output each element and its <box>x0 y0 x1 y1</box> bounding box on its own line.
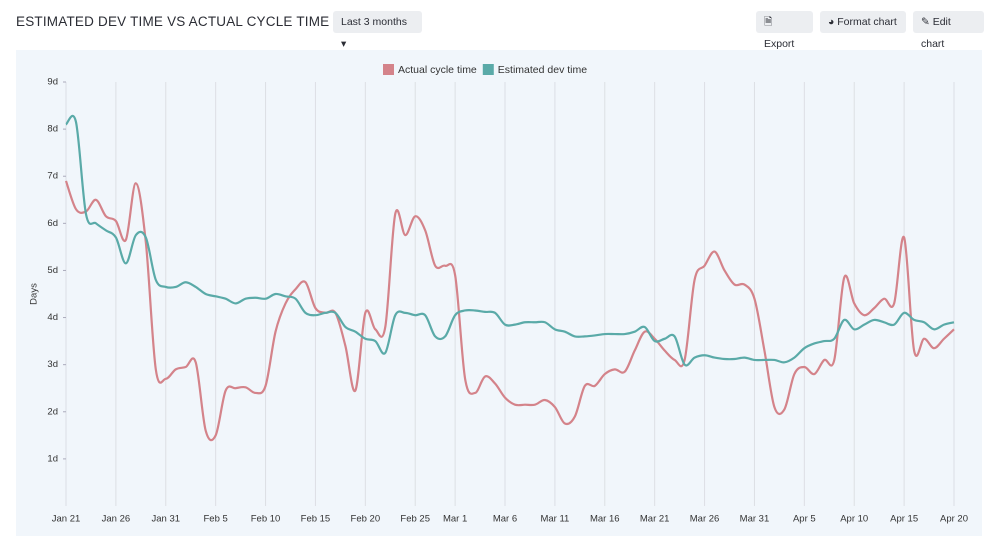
x-tick-label: Apr 20 <box>940 514 968 525</box>
x-tick-label: Feb 20 <box>351 514 381 525</box>
legend-swatch <box>383 64 394 75</box>
range-dropdown[interactable]: Last 3 months ▾ <box>333 11 422 50</box>
x-tick-label: Mar 21 <box>640 514 670 525</box>
y-tick-label: 2d <box>47 406 58 417</box>
button-label: Export <box>764 38 795 50</box>
y-tick-label: 4d <box>47 312 58 323</box>
legend-swatch <box>482 64 494 75</box>
format-button[interactable]: ◕ Format chart <box>820 11 906 33</box>
series-line <box>64 180 955 442</box>
y-axis-label: Days <box>29 283 40 305</box>
page-title: ESTIMATED DEV TIME VS ACTUAL CYCLE TIME <box>16 14 330 29</box>
button-label: Format chart <box>837 16 897 28</box>
x-tick-label: Apr 10 <box>840 514 868 525</box>
y-tick-label: 5d <box>47 265 58 276</box>
x-tick-label: Feb 25 <box>400 514 430 525</box>
x-tick-label: Mar 16 <box>590 514 620 525</box>
series-line <box>65 114 955 367</box>
edit-button[interactable]: ✎ Edit chart <box>913 11 984 50</box>
y-tick-label: 3d <box>47 359 58 370</box>
export-button[interactable]: 🗎 Export <box>756 11 813 50</box>
y-tick-label: 6d <box>47 218 58 229</box>
legend-label: Estimated dev time <box>498 64 587 76</box>
legend-label: Actual cycle time <box>398 64 477 76</box>
chart-panel <box>16 50 982 536</box>
x-tick-label: Feb 15 <box>301 514 331 525</box>
x-tick-label: Mar 1 <box>443 514 467 525</box>
range-label: Last 3 months <box>341 16 407 28</box>
x-tick-label: Mar 11 <box>540 514 569 525</box>
x-tick-label: Mar 31 <box>740 514 770 525</box>
button-label: Edit chart <box>921 16 951 50</box>
x-tick-label: Jan 31 <box>152 514 181 525</box>
x-tick-label: Feb 5 <box>204 514 228 525</box>
x-tick-label: Mar 6 <box>493 514 517 525</box>
x-tick-label: Feb 10 <box>251 514 281 525</box>
y-tick-label: 1d <box>47 453 58 464</box>
x-tick-label: Apr 5 <box>793 514 816 525</box>
y-tick-label: 7d <box>47 171 58 182</box>
y-tick-label: 8d <box>47 124 58 135</box>
y-tick-label: 9d <box>47 77 58 88</box>
x-tick-label: Jan 26 <box>102 514 131 525</box>
x-tick-label: Mar 26 <box>690 514 720 525</box>
x-tick-label: Apr 15 <box>890 514 918 525</box>
x-tick-label: Jan 21 <box>52 514 81 525</box>
